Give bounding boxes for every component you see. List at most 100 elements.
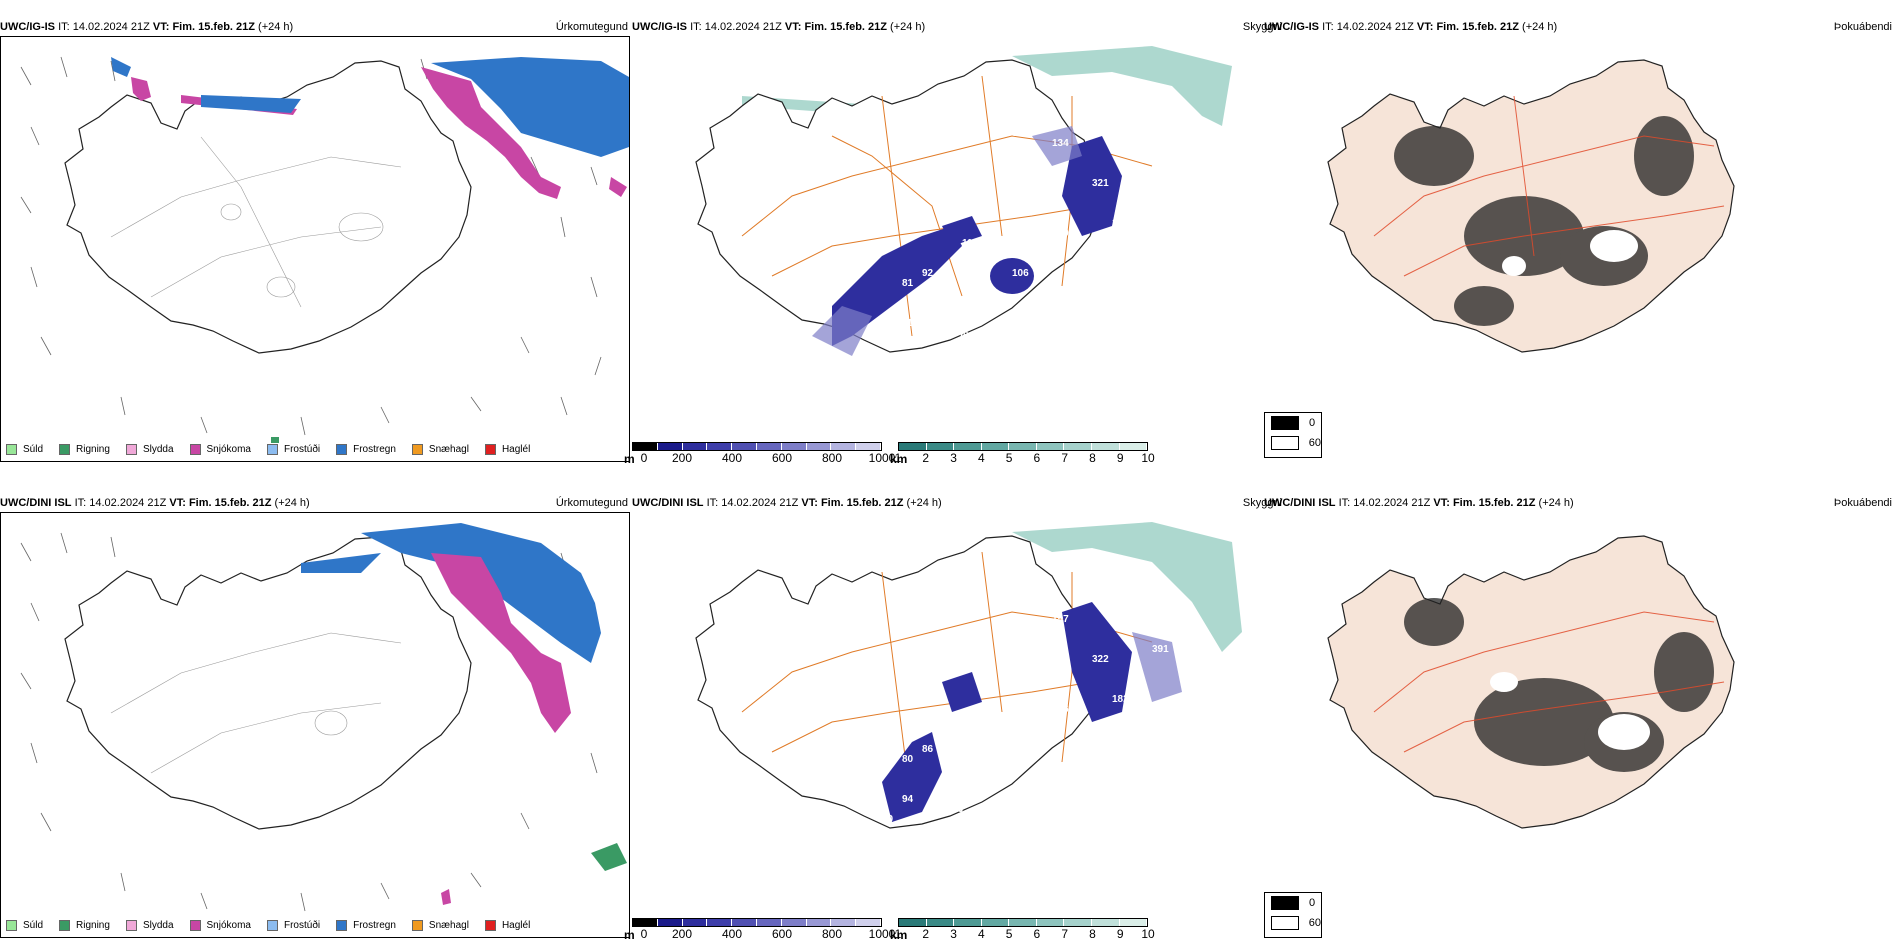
legend-item: Slydda (125, 443, 174, 455)
panel-title: Skyggni (1242, 497, 1282, 509)
precip-type-panel: UWC/DINI ISL IT: 14.02.2024 21Z VT: Fim.… (0, 492, 630, 952)
legend-label: Haglél (501, 443, 531, 455)
legend-item: Snjókoma (189, 919, 251, 931)
inner-lines (110, 632, 402, 774)
scale-tick: 800 (821, 451, 843, 465)
scale-swatch (954, 443, 982, 450)
legend-swatch (189, 919, 201, 931)
fog-legend-value: 60 (1308, 437, 1321, 449)
scale-tick: 4 (977, 451, 985, 465)
scale-unit: km (890, 452, 908, 466)
visibility-value-label: 157 (1052, 614, 1069, 625)
panel-title: Þokuábendi (1833, 21, 1892, 33)
scale-bar (898, 918, 1148, 927)
scale-swatch (756, 443, 782, 450)
scale-swatch (781, 443, 807, 450)
scale-tick: 1 (894, 927, 902, 941)
it-label: IT: (1338, 497, 1351, 509)
map-frame (0, 36, 630, 462)
visibility-value-label: 106 (1012, 268, 1029, 279)
visibility-value-label: 86 (922, 744, 934, 755)
scale-swatch (856, 443, 881, 450)
visibility-value-label: 136 (882, 338, 899, 349)
scale-swatch (899, 443, 927, 450)
model-name: UWC/DINI ISL (0, 497, 72, 509)
visibility-value-label: 321 (1092, 178, 1109, 189)
it-label: IT: (706, 497, 719, 509)
scale-swatch (682, 443, 708, 450)
it-value: 14.02.2024 21Z (89, 497, 167, 509)
vis-m-mid (812, 126, 1082, 356)
legend-swatch (59, 919, 71, 931)
scale-swatch (926, 919, 955, 926)
visibility-map: 3355821341248232110810042711010681921161… (695, 46, 1232, 356)
precip-type-panel: UWC/IG-IS IT: 14.02.2024 21Z VT: Fim. 15… (0, 16, 630, 476)
scale-swatch (1091, 443, 1120, 450)
legend-label: Snæhagl (428, 919, 469, 931)
visibility-value-label: 112 (1012, 744, 1029, 755)
visibility-value-label: 169 (1032, 664, 1049, 675)
scale-tick: 600 (771, 451, 793, 465)
legend-label: Snjókoma (206, 443, 251, 455)
panel-header: UWC/IG-IS IT: 14.02.2024 21Z VT: Fim. 15… (632, 16, 1282, 38)
legend-item: Rigning (59, 443, 110, 455)
vis-m-mid (1132, 632, 1182, 702)
scale-swatch (1036, 919, 1065, 926)
scale-swatch (732, 443, 757, 450)
it-label: IT: (74, 497, 87, 509)
legend-swatch (6, 443, 17, 455)
scale-ticks: 1 2 3 4 5 6 7 8 9 10 (894, 451, 1155, 465)
visibility-value-label: 100 (1052, 228, 1069, 239)
legend-item: Rigning (59, 919, 110, 931)
it-value: 14.02.2024 21Z (1336, 21, 1414, 33)
vt-value: Fim. 15.feb. 21Z (188, 497, 272, 509)
inner-lines (110, 136, 402, 308)
scale-tick: 7 (1061, 451, 1068, 465)
scale-tick: 1 (894, 451, 902, 465)
legend-swatch (484, 919, 496, 931)
panel-header: UWC/IG-IS IT: 14.02.2024 21Z VT: Fim. 15… (1264, 16, 1894, 38)
it-label: IT: (58, 21, 70, 33)
panel-header: UWC/DINI ISL IT: 14.02.2024 21Z VT: Fim.… (632, 492, 1282, 514)
visibility-value-label: 322 (1092, 654, 1109, 665)
fog-legend: 0 60 (1264, 412, 1322, 458)
scale-swatch (781, 919, 807, 926)
vt-value: Fim. 15.feb. 21Z (172, 21, 255, 33)
visibility-value-label: 108 (1112, 218, 1129, 229)
vt-label: VT: (152, 21, 170, 33)
legend-swatch (266, 443, 278, 455)
scale-unit: m (624, 928, 635, 942)
legend-item: Súld (6, 919, 43, 931)
scale-unit: m (624, 452, 635, 466)
scale-tick: 6 (1033, 451, 1041, 465)
scale-tick: 200 (671, 927, 693, 941)
legend-swatch (411, 443, 423, 455)
vt-label: VT: (801, 497, 818, 509)
scale-swatch (1119, 443, 1148, 450)
visibility-value-label: 10 (1132, 704, 1144, 715)
scale-ticks: 0 200 400 600 800 1000 (632, 451, 896, 465)
legend-item: Frostregn (336, 919, 396, 931)
legend-label: Haglél (501, 919, 531, 931)
scale-tick: 5 (1005, 927, 1013, 941)
scale-swatch (756, 919, 782, 926)
visibility-value-label: 376 (1052, 704, 1069, 715)
scale-swatch (954, 919, 982, 926)
fog-map (1327, 59, 1735, 353)
rain-patch (271, 437, 279, 443)
legend-item: Frostúði (266, 443, 321, 455)
legend-label: Frostúði (283, 443, 321, 455)
legend-label: Snæhagl (428, 443, 469, 455)
visibility-value-label: 116 (902, 318, 919, 329)
fog-legend-swatch (1271, 436, 1299, 450)
visibility-value-label: 82 (1032, 188, 1044, 199)
lead-time: (+24 h) (274, 497, 310, 509)
precip-freezing-rain (301, 523, 601, 663)
panel-header: UWC/IG-IS IT: 14.02.2024 21Z VT: Fim. 15… (0, 16, 630, 38)
legend-label: Slydda (142, 919, 174, 931)
legend-swatch (59, 443, 71, 455)
visibility-value-label: 335 (992, 108, 1009, 119)
scale-km: 1 2 3 4 5 6 7 8 9 10 km (890, 918, 1155, 942)
visibility-value-label: 248 (962, 714, 979, 725)
legend-item: Snæhagl (411, 443, 469, 455)
